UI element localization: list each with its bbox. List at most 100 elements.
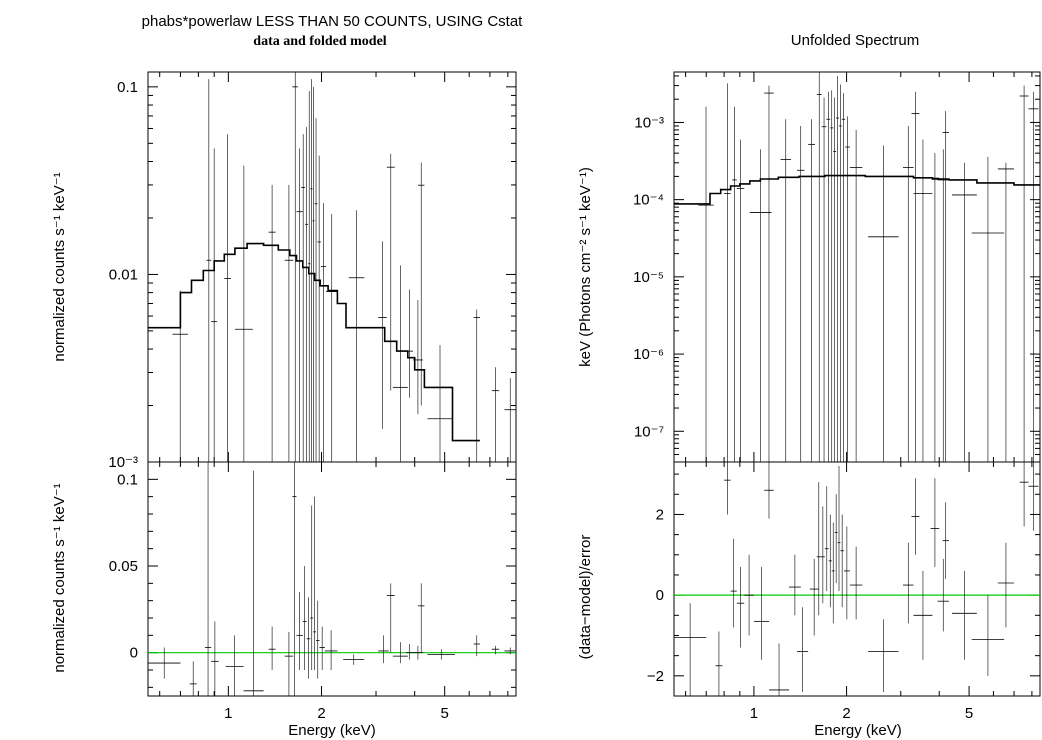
top-right-data-point xyxy=(836,75,840,462)
bottom-right-data-point xyxy=(796,607,809,692)
bottom-left-data-point xyxy=(310,505,314,670)
top-right-data-point xyxy=(942,111,949,462)
top-left-data-point xyxy=(386,153,395,391)
bottom-right-data-point xyxy=(769,643,789,696)
bottom-left-ytick-label: 0.05 xyxy=(109,558,138,575)
top-left-data-point xyxy=(491,367,500,462)
top-left-data-point xyxy=(312,86,315,462)
top-right-data-point xyxy=(698,106,714,462)
top-right-data-point xyxy=(764,85,774,462)
top-right-data-point xyxy=(849,129,863,462)
bottom-left-data-point xyxy=(473,635,480,657)
bottom-left-data-point xyxy=(306,597,311,679)
bottom-left-data-point xyxy=(284,631,294,696)
top-right-data-point xyxy=(796,125,805,462)
top-right-data-point xyxy=(808,119,816,462)
top-right-data-point xyxy=(833,97,837,462)
top-left-data-point xyxy=(292,72,299,462)
bottom-right-data-point xyxy=(837,466,841,592)
top-left-data-point xyxy=(301,134,306,462)
bottom-left-data-point xyxy=(225,635,244,696)
top-right-data-point xyxy=(971,156,1005,462)
top-right-data-point xyxy=(821,97,827,462)
bottom-right-xlabel: Energy (keV) xyxy=(814,722,902,739)
bottom-left-xtick-label: 2 xyxy=(317,705,325,722)
bottom-right-data-point xyxy=(824,486,829,592)
top-right-data-point xyxy=(930,153,940,462)
top-right-ytick-label: 10⁻⁶ xyxy=(633,346,664,363)
top-left-data-point xyxy=(378,241,387,429)
panel-bottom-right: 1 2 5 2 0 −2 xyxy=(647,461,1041,722)
bottom-left-data-point xyxy=(319,626,325,670)
top-left-data-point xyxy=(320,203,327,462)
bottom-right-data-point xyxy=(1019,462,1029,527)
top-right-data-point xyxy=(951,162,977,462)
top-left-ytick-label: 0.01 xyxy=(109,266,138,283)
bottom-right-frame xyxy=(673,461,1041,697)
top-left-data-point xyxy=(268,184,276,462)
bottom-right-data-point xyxy=(843,526,850,620)
top-right-ylabel: keV (Photons cm⁻² s⁻¹ keV⁻¹) xyxy=(577,167,594,367)
bottom-right-ytick-label: 0 xyxy=(656,587,664,604)
top-right-data-point xyxy=(826,91,831,462)
bottom-left-data-point xyxy=(418,583,425,653)
top-left-data-point xyxy=(310,79,313,462)
bottom-right-data-point xyxy=(997,542,1015,628)
bottom-left-data-point xyxy=(243,470,264,696)
bottom-left-ytick-label: 0 xyxy=(130,645,138,662)
top-right-data-point xyxy=(868,145,899,462)
bottom-right-data-point xyxy=(788,554,801,616)
top-right-data-point xyxy=(736,139,745,462)
top-left-data-point xyxy=(172,290,188,462)
top-right-frame xyxy=(673,71,1041,463)
bottom-right-data-point xyxy=(753,566,770,660)
bottom-right-data-point xyxy=(724,462,731,515)
bottom-left-frame xyxy=(147,461,517,697)
bottom-left-data-point xyxy=(406,644,413,660)
top-right-data-point xyxy=(913,139,933,462)
bottom-left-data-point xyxy=(386,583,395,653)
bottom-right-ytick-label: −2 xyxy=(647,668,664,685)
bottom-right-data-point xyxy=(674,603,707,696)
panel-top-right: 10⁻³ 10⁻⁴ 10⁻⁵ 10⁻⁶ 10⁻⁷ xyxy=(633,71,1041,463)
bottom-left-xtick-label: 5 xyxy=(441,705,449,722)
bottom-right-data-point xyxy=(971,595,1005,676)
top-right-data-point xyxy=(845,116,850,462)
bottom-right-data-point xyxy=(868,619,899,692)
top-left-data-point xyxy=(211,148,218,462)
bottom-right-data-point xyxy=(942,502,949,579)
top-right-ytick-label: 10⁻⁵ xyxy=(633,269,664,286)
top-right-data-point xyxy=(997,162,1015,462)
bottom-left-data-point xyxy=(491,645,500,655)
top-left-data-point xyxy=(427,345,453,462)
top-right-data-point xyxy=(749,149,772,462)
left-sub-title: data and folded model xyxy=(253,34,387,49)
top-right-data-point xyxy=(902,125,914,462)
top-left-ytick-label: 0.1 xyxy=(117,79,138,96)
bottom-left-data-point xyxy=(324,630,338,670)
bottom-right-data-point xyxy=(715,631,723,696)
bottom-right-data-point xyxy=(828,514,832,608)
top-left-ylabel: normalized counts s⁻¹ keV⁻¹ xyxy=(51,172,68,361)
top-left-ytick-label: 10⁻³ xyxy=(108,454,138,471)
bottom-left-data-point xyxy=(296,592,303,670)
top-left-data-point xyxy=(317,155,321,462)
bottom-left-data-point xyxy=(211,621,219,696)
bottom-left-data-point xyxy=(292,462,297,696)
bottom-right-xtick-label: 2 xyxy=(842,705,850,722)
bottom-left-data-point xyxy=(504,647,516,655)
bottom-left-data-point xyxy=(427,649,456,660)
bottom-right-data-point xyxy=(840,514,844,608)
bottom-right-data-point xyxy=(849,546,863,620)
top-left-data-point xyxy=(473,309,480,462)
top-right-data-point xyxy=(830,90,834,462)
bottom-left-ylabel: normalized counts s⁻¹ keV⁻¹ xyxy=(51,483,68,672)
bottom-right-data-point xyxy=(831,522,835,624)
bottom-right-ytick-label: 2 xyxy=(656,506,664,523)
bottom-left-data-point xyxy=(204,462,212,696)
top-right-model-line xyxy=(674,174,1040,205)
top-right-data-point xyxy=(1019,85,1029,462)
bottom-left-data-point xyxy=(392,642,408,664)
bottom-right-data-point xyxy=(736,566,745,648)
